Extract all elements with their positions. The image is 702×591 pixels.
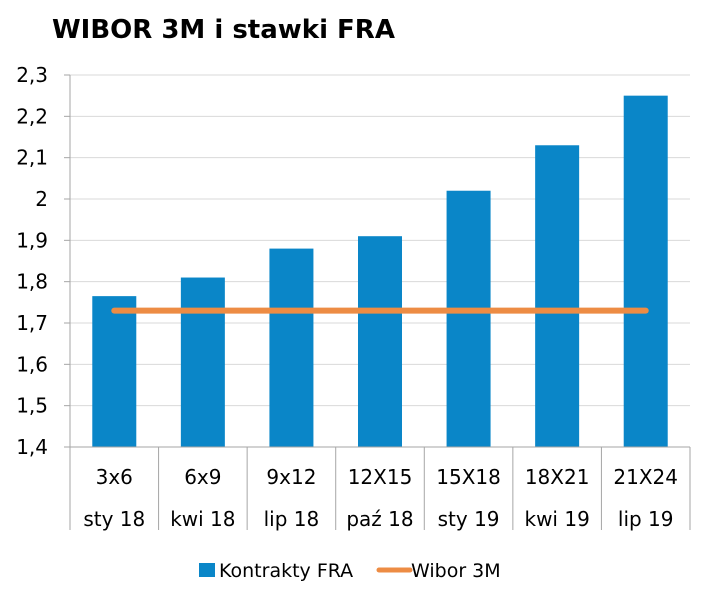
- category-label-date: kwi 19: [524, 507, 589, 531]
- category-label-date: sty 18: [83, 507, 145, 531]
- bar-kontrakty-fra: [92, 296, 137, 447]
- category-label-contract: 12X15: [348, 465, 413, 489]
- chart-title: WIBOR 3M i stawki FRA: [52, 15, 395, 45]
- category-label-date: lip 19: [618, 507, 674, 531]
- y-tick-label: 1,6: [16, 352, 48, 376]
- y-tick-label: 1,9: [16, 228, 48, 252]
- legend-swatch-kontrakty-fra: [199, 563, 215, 577]
- category-label-date: kwi 18: [170, 507, 235, 531]
- y-tick-label: 2,3: [16, 63, 48, 87]
- y-tick-label: 1,8: [16, 270, 48, 294]
- bars: [92, 95, 668, 448]
- y-tick-label: 2: [35, 187, 48, 211]
- legend-label-wibor-3m: Wibor 3M: [411, 560, 501, 582]
- y-axis-ticks: 1,4 1,5 1,6 1,7 1,8 1,9 2 2,1 2,2 2,3: [16, 63, 70, 459]
- category-label-date: sty 19: [438, 507, 500, 531]
- axes: [69, 75, 691, 530]
- bar-kontrakty-fra: [269, 248, 314, 447]
- y-tick-label: 2,1: [16, 146, 48, 170]
- y-tick-label: 1,4: [16, 435, 48, 459]
- bar-kontrakty-fra: [358, 236, 402, 447]
- y-tick-label: 2,2: [16, 104, 48, 128]
- bar-kontrakty-fra: [623, 95, 668, 448]
- y-tick-label: 1,5: [16, 394, 48, 418]
- category-label-contract: 3x6: [96, 465, 133, 489]
- category-label-date: lip 18: [264, 507, 320, 531]
- bar-kontrakty-fra: [180, 277, 225, 447]
- category-label-date: paź 18: [346, 507, 413, 531]
- y-tick-label: 1,7: [16, 311, 48, 335]
- legend-label-kontrakty-fra: Kontrakty FRA: [219, 560, 353, 582]
- bar-kontrakty-fra: [535, 145, 580, 447]
- category-labels: 3x6 sty 18 6x9 kwi 18 9x12 lip 18 12X15 paź 18 1…: [83, 465, 678, 531]
- bar-kontrakty-fra: [446, 190, 491, 447]
- legend: Kontrakty FRA Wibor 3M: [199, 560, 501, 582]
- category-label-contract: 6x9: [184, 465, 221, 489]
- category-label-contract: 18X21: [525, 465, 590, 489]
- category-label-contract: 15X18: [436, 465, 501, 489]
- category-label-contract: 9x12: [266, 465, 316, 489]
- category-label-contract: 21X24: [613, 465, 678, 489]
